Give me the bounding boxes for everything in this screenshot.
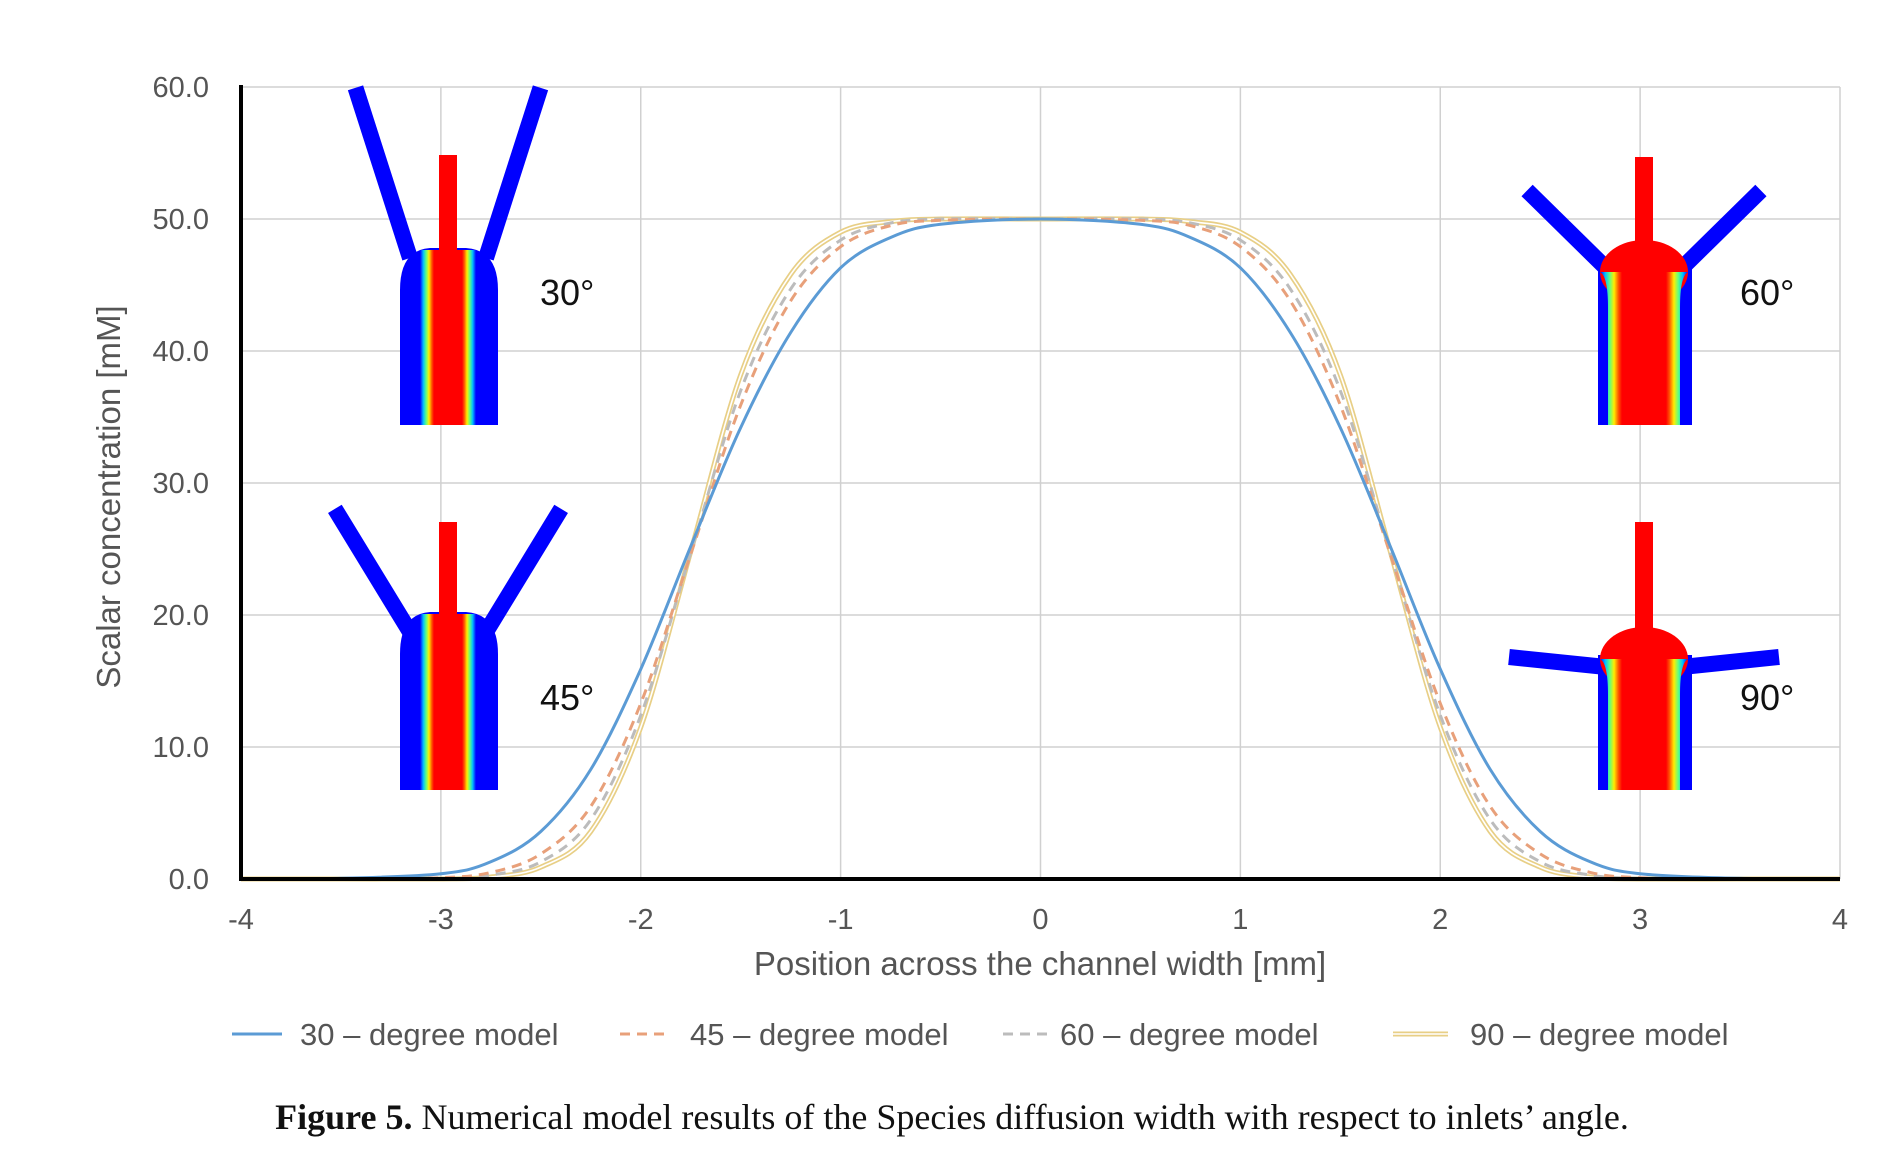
figure-caption: Figure 5. Numerical model results of the… bbox=[0, 1096, 1904, 1138]
center-inlet bbox=[1635, 522, 1653, 635]
x-tick-label: 4 bbox=[1832, 904, 1848, 936]
legend-label: 30 – degree model bbox=[300, 1017, 559, 1052]
channel-insets: 30° 45° 60° 90° bbox=[328, 85, 1794, 790]
x-axis-title: Position across the channel width [mm] bbox=[754, 945, 1326, 982]
concentration-stream bbox=[420, 250, 476, 425]
legend: 30 – degree model 45 – degree model 60 – d… bbox=[232, 1017, 1729, 1052]
y-tick-label: 20.0 bbox=[153, 600, 209, 632]
x-tick-label: -4 bbox=[228, 904, 254, 936]
inlet-arm bbox=[1521, 184, 1612, 274]
concentration-stream bbox=[1600, 272, 1688, 425]
y-axis-title: Scalar concentration [mM] bbox=[90, 305, 127, 688]
inlet-arm bbox=[479, 504, 568, 637]
x-tick-label: 0 bbox=[1032, 904, 1048, 936]
center-inlet bbox=[439, 155, 457, 278]
series-line-30-degree bbox=[240, 217, 1841, 881]
inset-60-degree: 60° bbox=[1521, 157, 1794, 425]
inset-45-degree: 45° bbox=[328, 504, 594, 790]
concentration-stream bbox=[1600, 659, 1688, 790]
y-tick-label: 50.0 bbox=[153, 204, 209, 236]
caption-text: Numerical model results of the Species d… bbox=[412, 1097, 1629, 1137]
x-tick-label: 1 bbox=[1232, 904, 1248, 936]
inset-angle-label: 30° bbox=[540, 272, 594, 313]
inlet-arm bbox=[1508, 649, 1607, 675]
legend-label: 45 – degree model bbox=[690, 1017, 949, 1052]
x-tick-label: 3 bbox=[1632, 904, 1648, 936]
y-tick-label: 60.0 bbox=[153, 72, 209, 104]
y-tick-label: 0.0 bbox=[169, 864, 209, 896]
x-tick-label: 2 bbox=[1432, 904, 1448, 936]
y-tick-label: 10.0 bbox=[153, 732, 209, 764]
inset-angle-label: 60° bbox=[1740, 272, 1794, 313]
inlet-arm bbox=[347, 85, 418, 261]
legend-label: 60 – degree model bbox=[1060, 1017, 1319, 1052]
y-tick-label: 30.0 bbox=[153, 468, 209, 500]
x-tick-label: -2 bbox=[628, 904, 654, 936]
center-inlet bbox=[1635, 157, 1653, 248]
inset-90-degree: 90° bbox=[1508, 522, 1794, 790]
inlet-arm bbox=[478, 85, 549, 261]
inset-angle-label: 90° bbox=[1740, 677, 1794, 718]
legend-label: 90 – degree model bbox=[1470, 1017, 1729, 1052]
inset-30-degree: 30° bbox=[347, 85, 594, 425]
inset-angle-label: 45° bbox=[540, 677, 594, 718]
x-tick-label: -1 bbox=[828, 904, 854, 936]
inlet-arm bbox=[328, 504, 417, 637]
inlet-arm bbox=[1681, 649, 1780, 675]
series-lines bbox=[240, 216, 1841, 882]
caption-label: Figure 5. bbox=[275, 1097, 413, 1137]
tick-labels: -4 -3 -2 -1 0 1 2 3 40.010.020.030.040.050.060.0 bbox=[153, 72, 1849, 936]
center-inlet bbox=[439, 522, 457, 642]
x-tick-label: -3 bbox=[428, 904, 454, 936]
axes bbox=[239, 85, 1840, 881]
concentration-stream bbox=[420, 614, 476, 790]
y-tick-label: 40.0 bbox=[153, 336, 209, 368]
inlet-arm bbox=[1676, 184, 1767, 274]
